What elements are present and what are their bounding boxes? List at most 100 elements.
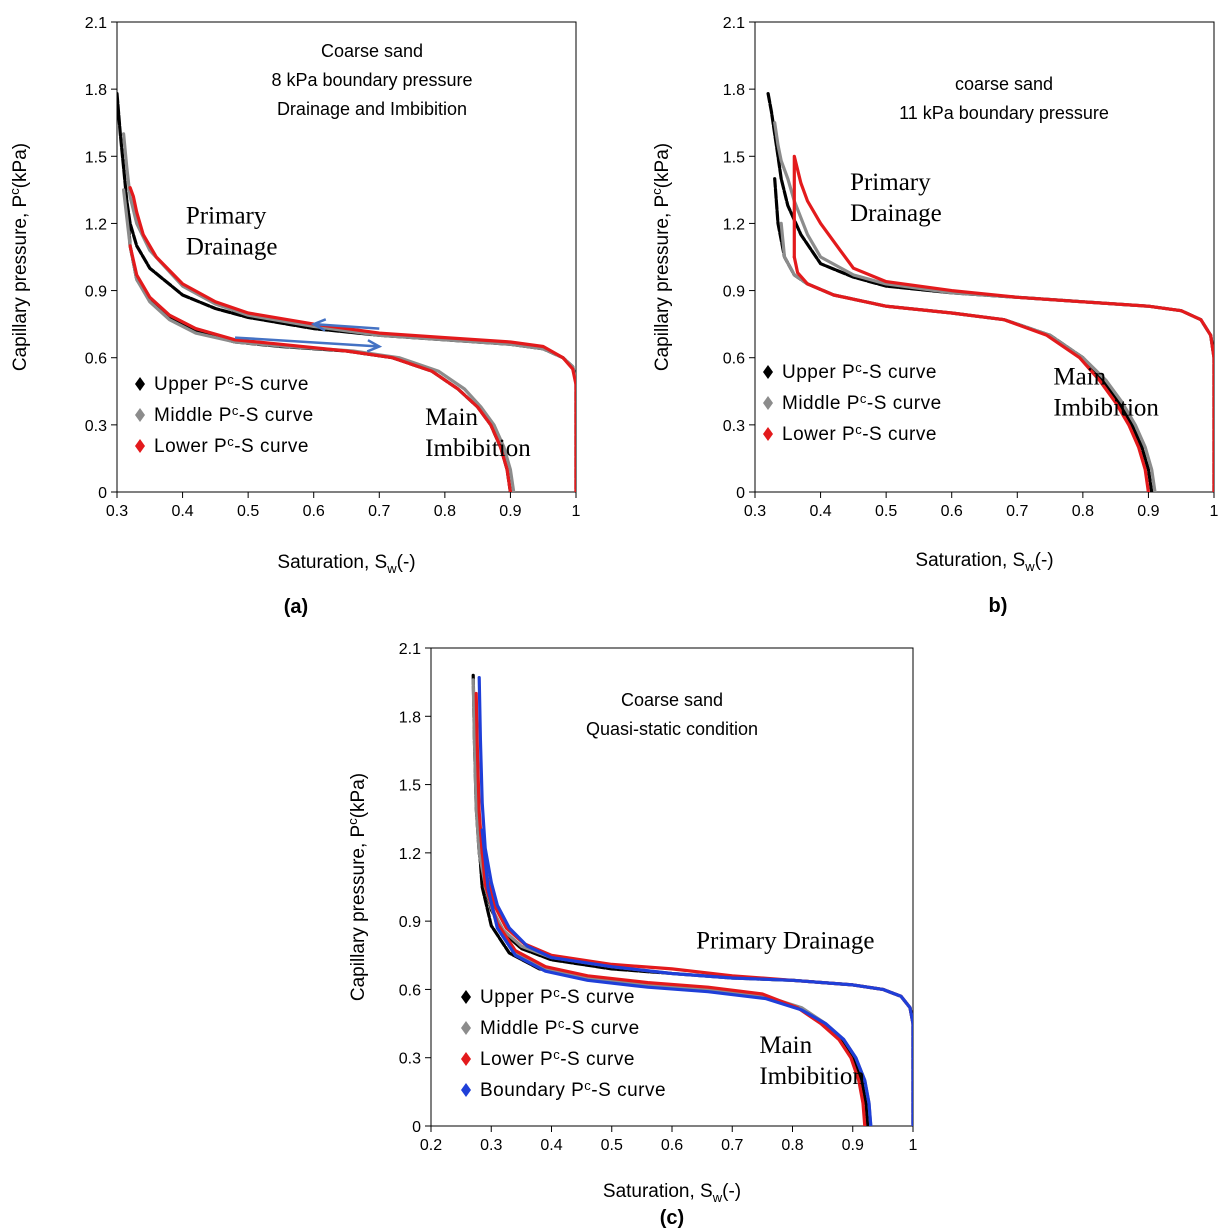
legend-label-upper: Upper Pc-S curve — [154, 372, 309, 395]
x-tick-label: 0.7 — [368, 503, 390, 520]
annotation-2: Main — [759, 1032, 812, 1059]
x-tick-label: 0.9 — [499, 503, 521, 520]
y-tick-label: 0 — [412, 1119, 421, 1136]
y-tick-label: 1.2 — [723, 216, 745, 233]
chart-panel-1: 00.30.60.91.21.51.82.10.3 0.4 0.5 0.6 0.7 0.8… — [7, 15, 581, 618]
y-tick-label: 1.2 — [399, 846, 421, 863]
x-tick-label: 0.7 — [1006, 503, 1028, 520]
annotation-1: Drainage — [186, 233, 278, 260]
y-tick-label: 1.5 — [723, 149, 745, 166]
x-tick-label: 1 — [909, 1137, 918, 1154]
series-upper-drainage — [117, 92, 576, 492]
y-tick-label: 0 — [736, 485, 745, 502]
y-tick-label: 1.8 — [85, 82, 107, 99]
x-tick-label: 0.5 — [601, 1137, 623, 1154]
panel-label: b) — [989, 595, 1008, 617]
plot-frame — [754, 21, 1215, 493]
series-lower-main-imbibition — [792, 255, 1150, 492]
y-tick-label: 1.5 — [85, 149, 107, 166]
annotation-2: Imbibition — [425, 435, 531, 462]
x-tick-label: 1 — [572, 503, 581, 520]
annotation-2: Main — [425, 404, 478, 431]
arrow-head-2 — [366, 339, 383, 353]
plot-frame — [116, 21, 577, 493]
legend-marker-upper — [763, 365, 773, 379]
y-tick-label: 1.5 — [399, 778, 421, 795]
y-tick-label: 0.9 — [723, 284, 745, 301]
x-axis-label: Saturation, Sw(-) — [603, 1181, 741, 1205]
x-tick-label: 0.8 — [781, 1137, 803, 1154]
y-tick-label: 1.2 — [85, 216, 107, 233]
legend-label-middle: Middle Pc-S curve — [480, 1016, 640, 1039]
legend-label-lower: Lower Pc-S curve — [782, 422, 937, 445]
y-tick-label: 0.9 — [85, 284, 107, 301]
annotation-2: Imbibition — [759, 1063, 865, 1090]
y-tick-label: 2.1 — [723, 15, 745, 32]
legend-marker-boundary — [461, 1083, 471, 1097]
panel-label: (c) — [660, 1207, 684, 1229]
plot-area — [766, 92, 1214, 492]
arrow-2 — [234, 336, 380, 348]
series-middle-main-imbibition — [779, 221, 1157, 492]
y-tick-label: 2.1 — [399, 641, 421, 658]
x-tick-label: 0.9 — [842, 1137, 864, 1154]
x-tick-label: 0.2 — [420, 1137, 442, 1154]
series-upper-main-imbibition — [773, 177, 1154, 492]
legend-marker-upper — [135, 377, 145, 391]
y-tick-label: 0.9 — [399, 914, 421, 931]
legend-label-upper: Upper Pc-S curve — [480, 985, 635, 1008]
x-axis-label: Saturation, Sw(-) — [915, 550, 1053, 574]
x-tick-label: 0.4 — [809, 503, 831, 520]
chart-note-line: Coarse sand — [621, 690, 723, 710]
y-tick-label: 0.3 — [85, 418, 107, 435]
annotation-1: Primary Drainage — [696, 927, 874, 954]
x-tick-label: 0.3 — [480, 1137, 502, 1154]
legend-label-middle: Middle Pc-S curve — [782, 391, 942, 414]
y-axis-label: Capillary pressure, Pc(kPa) — [345, 773, 369, 1001]
x-axis-label: Saturation, Sw(-) — [277, 552, 415, 576]
legend-label-boundary: Boundary Pc-S curve — [480, 1078, 666, 1101]
legend-marker-middle — [461, 1021, 471, 1035]
y-tick-label: 1.8 — [723, 82, 745, 99]
x-tick-label: 0.5 — [237, 503, 259, 520]
x-tick-label: 0.3 — [106, 503, 128, 520]
chart-note-line: Coarse sand — [321, 41, 423, 61]
plot-area — [117, 92, 576, 492]
legend-marker-lower — [135, 439, 145, 453]
y-tick-label: 0 — [98, 485, 107, 502]
y-axis-label: Capillary pressure, Pc(kPa) — [649, 143, 673, 371]
annotation-1: Drainage — [850, 200, 942, 227]
plot-area — [471, 673, 913, 1126]
x-tick-label: 0.8 — [1072, 503, 1094, 520]
series-lower-main-imbibition — [128, 244, 512, 492]
series-lower-drainage — [792, 154, 1214, 492]
chart-panel-3: 0 0.3 0.6 0.9 1.2 1.5 1.8 2.1 0.2 0.3 0.4 0.5 0.6 0.7… — [345, 641, 918, 1229]
x-tick-label: 0.4 — [540, 1137, 562, 1154]
legend-label-upper: Upper Pc-S curve — [782, 360, 937, 383]
x-tick-label: 0.7 — [721, 1137, 743, 1154]
y-axis-label: Capillary pressure, Pc(kPa) — [7, 143, 31, 371]
arrow-head-1 — [310, 318, 327, 332]
arrow-1 — [313, 322, 380, 330]
chart-note-line: coarse sand — [955, 74, 1053, 94]
y-tick-label: 0.3 — [723, 418, 745, 435]
panel-label: (a) — [284, 596, 308, 618]
series-boundary-main-imbibition — [480, 828, 873, 1126]
chart-panel-2: 00.30.60.91.21.51.82.10.3 0.4 0.5 0.6 0.7 0.8… — [649, 15, 1219, 617]
x-tick-label: 0.6 — [303, 503, 325, 520]
legend-marker-middle — [135, 408, 145, 422]
legend-label-middle: Middle Pc-S curve — [154, 403, 314, 426]
annotation-2: Imbibition — [1053, 395, 1159, 422]
annotation-1: Primary — [850, 169, 931, 196]
x-tick-label: 0.5 — [875, 503, 897, 520]
y-tick-label: 0.6 — [723, 351, 745, 368]
legend-marker-lower — [461, 1052, 471, 1066]
annotation-1: Primary — [186, 202, 267, 229]
y-tick-label: 0.3 — [399, 1051, 421, 1068]
x-tick-label: 1 — [1210, 503, 1219, 520]
chart-note-line: Drainage and Imbibition — [277, 99, 467, 119]
legend-marker-lower — [763, 427, 773, 441]
y-tick-label: 1.8 — [399, 709, 421, 726]
chart-note-line: Quasi-static condition — [586, 719, 758, 739]
